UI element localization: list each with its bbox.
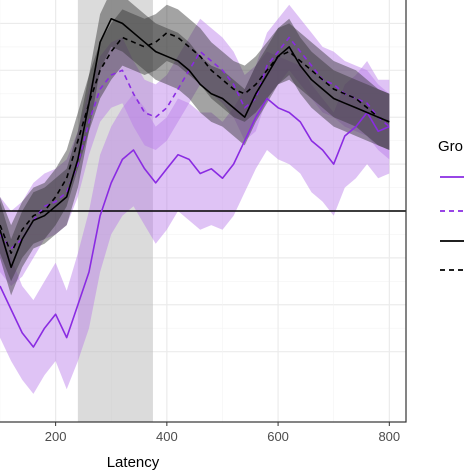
x-axis-ticks: 200 400 600 800 — [45, 422, 400, 444]
x-tick-label: 800 — [378, 429, 400, 444]
plot-border — [0, 0, 407, 423]
legend-title: Gro — [438, 138, 463, 155]
x-tick-label: 200 — [45, 429, 67, 444]
x-tick-label: 600 — [267, 429, 289, 444]
series-4-line — [0, 31, 390, 254]
series-2-ribbon — [0, 4, 390, 286]
series-1-line — [0, 97, 390, 348]
series-lines — [0, 17, 390, 348]
confidence-ribbons — [0, 0, 390, 394]
series-3-ribbon — [0, 0, 390, 296]
legend: Gro — [438, 138, 464, 271]
legend-keys — [440, 176, 464, 271]
x-axis-label: Latency — [107, 454, 160, 471]
series-4-ribbon — [0, 4, 390, 282]
plot-frame — [0, 0, 407, 423]
series-3-line — [0, 17, 390, 269]
x-tick-label: 400 — [156, 429, 178, 444]
series-1-ribbon — [0, 51, 390, 394]
